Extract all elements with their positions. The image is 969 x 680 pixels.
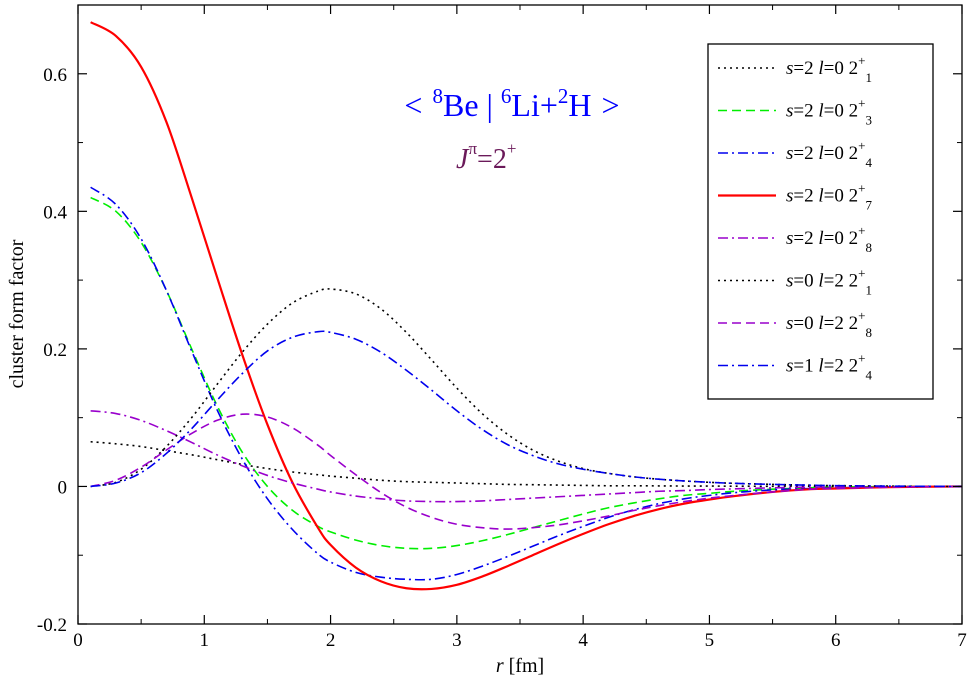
- title-bra: <: [404, 87, 422, 123]
- series-line-1: [90, 196, 963, 550]
- title-be-symbol: Be: [443, 87, 479, 123]
- x-tick-label-0: 0: [73, 630, 83, 651]
- y-tick-label-3: 0.4: [43, 202, 67, 223]
- y-tick-label-0: -0.2: [37, 615, 67, 636]
- legend-label-4: s=2 l=0 2+8: [786, 223, 872, 255]
- x-axis-label: r [fm]: [496, 655, 544, 677]
- legend-label-2: s=2 l=0 2+4: [786, 138, 872, 170]
- chart-subtitle: Jπ=2+: [456, 139, 516, 175]
- title-separator: |: [487, 87, 493, 123]
- x-tick-label-2: 2: [326, 630, 336, 651]
- subtitle-pi: π: [468, 139, 477, 158]
- series-line-7: [90, 330, 963, 488]
- subtitle-plus: +: [507, 139, 517, 158]
- x-axis-unit: [fm]: [504, 655, 545, 677]
- legend-label-7: s=1 l=2 2+4: [786, 351, 872, 383]
- series-layer: [90, 21, 963, 591]
- legend: s=2 l=0 2+1 s=2 l=0 2+3 s=2 l=0 2+4 s=2 l=0…: [707, 43, 934, 400]
- title-h-mass: 2: [558, 84, 569, 108]
- chart-title: <8Be | 6Li+2H >: [404, 84, 619, 123]
- series-line-5: [90, 288, 963, 488]
- x-tick-label-4: 4: [578, 630, 588, 651]
- y-tick-label-2: 0.2: [43, 340, 67, 361]
- legend-label-0: s=2 l=0 2+1: [786, 53, 872, 85]
- legend-items: s=2 l=0 2+1 s=2 l=0 2+3 s=2 l=0 2+4 s=2 l=0…: [718, 53, 872, 383]
- y-tick-label-1: 0: [58, 477, 68, 498]
- series-line-2: [90, 186, 963, 581]
- subtitle-j: J: [456, 144, 470, 175]
- legend-label-5: s=0 l=2 2+1: [786, 266, 872, 298]
- x-axis-variable: r: [496, 655, 504, 677]
- x-tick-label-1: 1: [200, 630, 210, 651]
- legend-label-1: s=2 l=0 2+3: [786, 96, 872, 128]
- legend-box: [707, 43, 934, 400]
- legend-label-3: s=2 l=0 2+7: [786, 181, 872, 213]
- title-li-mass: 6: [501, 84, 512, 108]
- subtitle-eq: =2: [477, 144, 507, 175]
- title-ket: >: [602, 87, 620, 123]
- series-line-4: [90, 409, 963, 503]
- x-tick-label-7: 7: [957, 630, 967, 651]
- series-line-3: [90, 21, 963, 591]
- y-axis-label: cluster form factor: [6, 239, 28, 388]
- series-line-6: [90, 413, 963, 530]
- title-li-symbol: Li+: [511, 87, 557, 123]
- x-tick-label-3: 3: [452, 630, 462, 651]
- legend-label-6: s=0 l=2 2+8: [786, 308, 872, 340]
- x-tick-label-5: 5: [705, 630, 715, 651]
- title-be-mass: 8: [432, 84, 443, 108]
- y-tick-label-4: 0.6: [43, 65, 67, 86]
- title-h-symbol: H: [568, 87, 591, 123]
- x-tick-label-6: 6: [831, 630, 841, 651]
- ticks-layer: 0 1 2 3 4 5 6 7 -0.2 0 0.2 0.4 0.6: [37, 4, 967, 651]
